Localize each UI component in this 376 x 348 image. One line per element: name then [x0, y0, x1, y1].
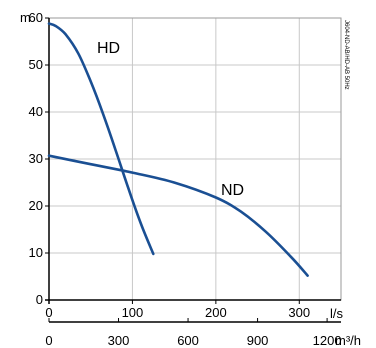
y-axis-unit: m	[20, 10, 31, 25]
series-lines	[47, 22, 309, 277]
x-axis-unit: l/s	[330, 306, 344, 321]
series-line-hd	[47, 22, 155, 256]
y-tick-label: 20	[29, 198, 43, 213]
series-line-nd	[47, 154, 309, 277]
y-tick-label: 10	[29, 245, 43, 260]
x-tick-label: 200	[205, 305, 227, 320]
series-label-hd: HD	[97, 40, 120, 57]
chart-axes	[45, 17, 341, 323]
x-secondary-tick-label: 900	[247, 333, 269, 348]
series-label-nd: ND	[221, 182, 244, 199]
y-tick-label: 60	[29, 10, 43, 25]
x-secondary-tick-label: 0	[45, 333, 52, 348]
x-tick-label: 300	[288, 305, 310, 320]
y-tick-label: 50	[29, 57, 43, 72]
x-tick-label: 0	[45, 305, 52, 320]
y-tick-label: 0	[36, 292, 43, 307]
x-secondary-tick-label: 1200	[313, 333, 342, 348]
x-tick-label: 100	[122, 305, 144, 320]
series-labels: HD ND	[97, 40, 244, 199]
y-tick-label: 30	[29, 151, 43, 166]
x-axis-secondary-unit: m³/h	[335, 333, 361, 348]
x-secondary-tick-label: 600	[177, 333, 199, 348]
y-tick-label: 40	[29, 104, 43, 119]
chart-grid	[48, 17, 342, 301]
model-code-text: J604-ND-AB/HD-AB 50Hz	[343, 20, 349, 90]
x-secondary-tick-label: 300	[108, 333, 130, 348]
